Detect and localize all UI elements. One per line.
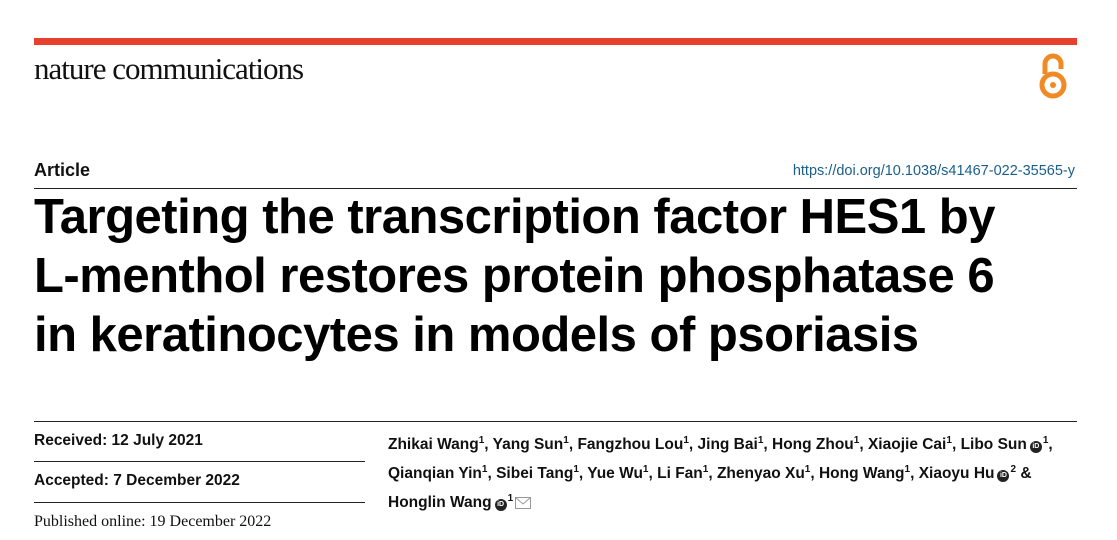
author-name-text: Xiaojie Cai xyxy=(867,436,947,454)
author-name[interactable]: Yue Wu1 xyxy=(587,464,649,483)
published-date: Published online: 19 December 2022 xyxy=(34,513,272,530)
author-name-text: Libo Sun xyxy=(960,436,1027,454)
author-name-text: Yue Wu xyxy=(587,465,643,483)
article-title: Targeting the transcription factor HES1 … xyxy=(34,188,1074,365)
author-name-text: Hong Wang xyxy=(818,465,905,483)
author-name[interactable]: Qianqian Yin1 xyxy=(388,464,488,483)
author-name-text: Hong Zhou xyxy=(772,436,854,454)
journal-name: nature communications xyxy=(34,51,304,86)
affiliation-marker: 1 xyxy=(702,464,709,476)
author-name-text: Honglin Wang xyxy=(388,494,492,512)
received-rule xyxy=(34,461,365,462)
author-name-text: Fangzhou Lou xyxy=(577,436,684,454)
affiliation-marker: 2 xyxy=(1010,464,1017,476)
affiliation-marker: 1 xyxy=(478,435,485,446)
open-access-icon xyxy=(1039,53,1067,99)
author-name[interactable]: Zhikai Wang1 xyxy=(388,435,485,454)
orcid-icon[interactable]: iD xyxy=(1029,441,1042,454)
author-name-text: Li Fan xyxy=(657,465,703,483)
author-name-text: Zhikai Wang xyxy=(388,436,479,454)
title-line: L-menthol restores protein phosphatase 6 xyxy=(34,249,995,303)
affiliation-marker: 1 xyxy=(683,435,689,446)
affiliation-marker: 1 xyxy=(853,435,860,446)
author-name[interactable]: Hong Zhou1 xyxy=(772,435,860,454)
author-name[interactable]: Yang Sun1 xyxy=(492,435,569,454)
title-top-rule xyxy=(34,188,1077,189)
meta-top-rule xyxy=(34,421,1077,422)
orcid-icon[interactable]: iD xyxy=(494,499,507,512)
affiliation-marker: 1 xyxy=(573,464,579,476)
title-line: in keratinocytes in models of psoriasis xyxy=(34,308,919,362)
doi-link[interactable]: https://doi.org/10.1038/s41467-022-35565… xyxy=(792,163,1075,179)
author-name-text: Qianqian Yin xyxy=(388,465,482,483)
author-name[interactable]: Jing Bai1 xyxy=(697,435,764,454)
author-name[interactable]: Fangzhou Lou1 xyxy=(577,435,689,454)
accepted-date: Accepted: 7 December 2022 xyxy=(34,472,240,489)
author-list: Zhikai Wang1, Yang Sun1, Fangzhou Lou1, … xyxy=(388,435,1053,512)
affiliation-marker: 1 xyxy=(642,464,649,476)
author-name-text: Jing Bai xyxy=(697,436,758,454)
accepted-rule xyxy=(34,502,365,503)
author-name-text: Xiaoyu Hu xyxy=(918,465,995,483)
author-name[interactable]: Sibei Tang1 xyxy=(496,464,579,483)
affiliation-marker: 1 xyxy=(757,435,764,446)
affiliation-marker: 1 xyxy=(563,435,569,446)
author-name-text: Zhenyao Xu xyxy=(716,465,805,483)
affiliation-marker: 1 xyxy=(507,493,514,505)
affiliation-marker: 1 xyxy=(904,464,911,476)
orcid-icon[interactable]: iD xyxy=(997,470,1010,483)
author-name-text: Yang Sun xyxy=(492,436,564,454)
author-name[interactable]: Honglin Wang iD1 xyxy=(388,493,532,512)
author-name[interactable]: Hong Wang1 xyxy=(818,464,911,483)
author-name[interactable]: Libo Sun iD1 xyxy=(960,435,1049,454)
author-name[interactable]: Zhenyao Xu1 xyxy=(716,464,811,483)
article-type-label: Article xyxy=(34,160,91,180)
affiliation-marker: 1 xyxy=(481,464,488,476)
affiliation-marker: 1 xyxy=(946,435,952,446)
journal-accent-bar xyxy=(34,38,1077,45)
author-name[interactable]: Xiaoyu Hu iD2 xyxy=(918,464,1017,483)
author-name[interactable]: Li Fan1 xyxy=(657,464,709,483)
email-icon[interactable] xyxy=(515,497,532,510)
affiliation-marker: 1 xyxy=(804,464,811,476)
received-date: Received: 12 July 2021 xyxy=(34,432,203,449)
author-name[interactable]: Xiaojie Cai1 xyxy=(867,435,952,454)
affiliation-marker: 1 xyxy=(1042,435,1049,446)
title-line: Targeting the transcription factor HES1 … xyxy=(34,190,995,244)
author-name-text: Sibei Tang xyxy=(496,465,574,483)
